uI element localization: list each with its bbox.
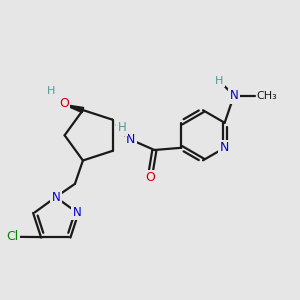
Text: CH₃: CH₃ bbox=[256, 91, 277, 100]
Text: O: O bbox=[145, 171, 155, 184]
Text: N: N bbox=[51, 190, 60, 204]
Text: H: H bbox=[47, 86, 56, 96]
Text: H: H bbox=[118, 122, 126, 134]
Text: N: N bbox=[220, 141, 230, 154]
Text: N: N bbox=[126, 133, 136, 146]
Text: N: N bbox=[72, 206, 81, 219]
Polygon shape bbox=[63, 104, 84, 112]
Text: Cl: Cl bbox=[6, 230, 18, 243]
Text: H: H bbox=[215, 76, 224, 86]
Text: O: O bbox=[59, 97, 69, 110]
Text: N: N bbox=[230, 89, 238, 102]
